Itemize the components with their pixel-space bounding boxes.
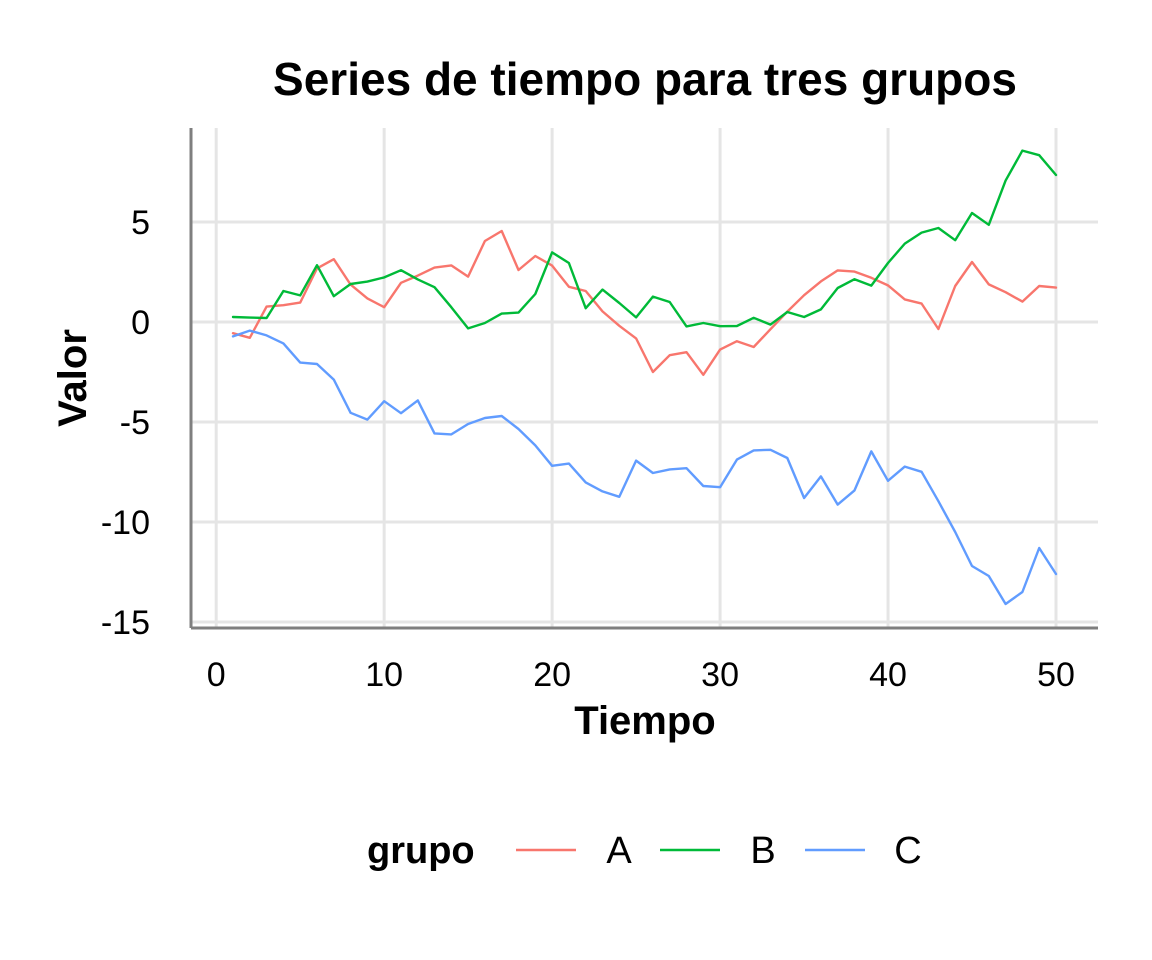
x-tick-label: 20 [533,656,571,694]
series-line-a [231,229,1058,376]
legend-title: grupo [367,830,475,872]
x-tick-label: 10 [365,656,403,694]
y-tick-label: -15 [101,604,150,642]
y-tick-label: -10 [101,504,150,542]
x-tick-label: 0 [207,656,226,694]
x-tick-label: 50 [1037,656,1075,694]
y-tick-label: 5 [131,204,150,242]
legend: grupo A B C [367,830,922,872]
chart-title: Series de tiempo para tres grupos [273,53,1017,105]
axes [189,128,1098,630]
legend-label-a: A [606,830,632,872]
y-tick-label: 0 [131,304,150,342]
y-tick-labels: 5 0 -5 -10 -15 [101,204,150,642]
series-line-b [231,149,1058,330]
legend-label-b: B [750,830,775,872]
x-axis-label: Tiempo [574,699,716,743]
grid-layer [191,128,1098,628]
y-axis-label: Valor [51,329,95,427]
legend-label-c: C [894,830,921,872]
x-tick-label: 30 [701,656,739,694]
x-tick-labels: 0 10 20 30 40 50 [207,656,1075,694]
series-lines [231,149,1058,606]
y-tick-label: -5 [120,404,150,442]
x-tick-label: 40 [869,656,907,694]
series-line-c [231,329,1058,606]
